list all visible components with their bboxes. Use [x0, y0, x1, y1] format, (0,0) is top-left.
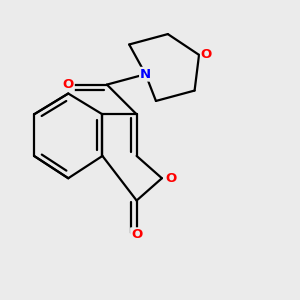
Text: O: O	[63, 78, 74, 91]
Text: O: O	[201, 48, 212, 62]
Text: N: N	[140, 68, 151, 81]
Text: O: O	[131, 228, 142, 241]
Text: O: O	[165, 172, 176, 185]
